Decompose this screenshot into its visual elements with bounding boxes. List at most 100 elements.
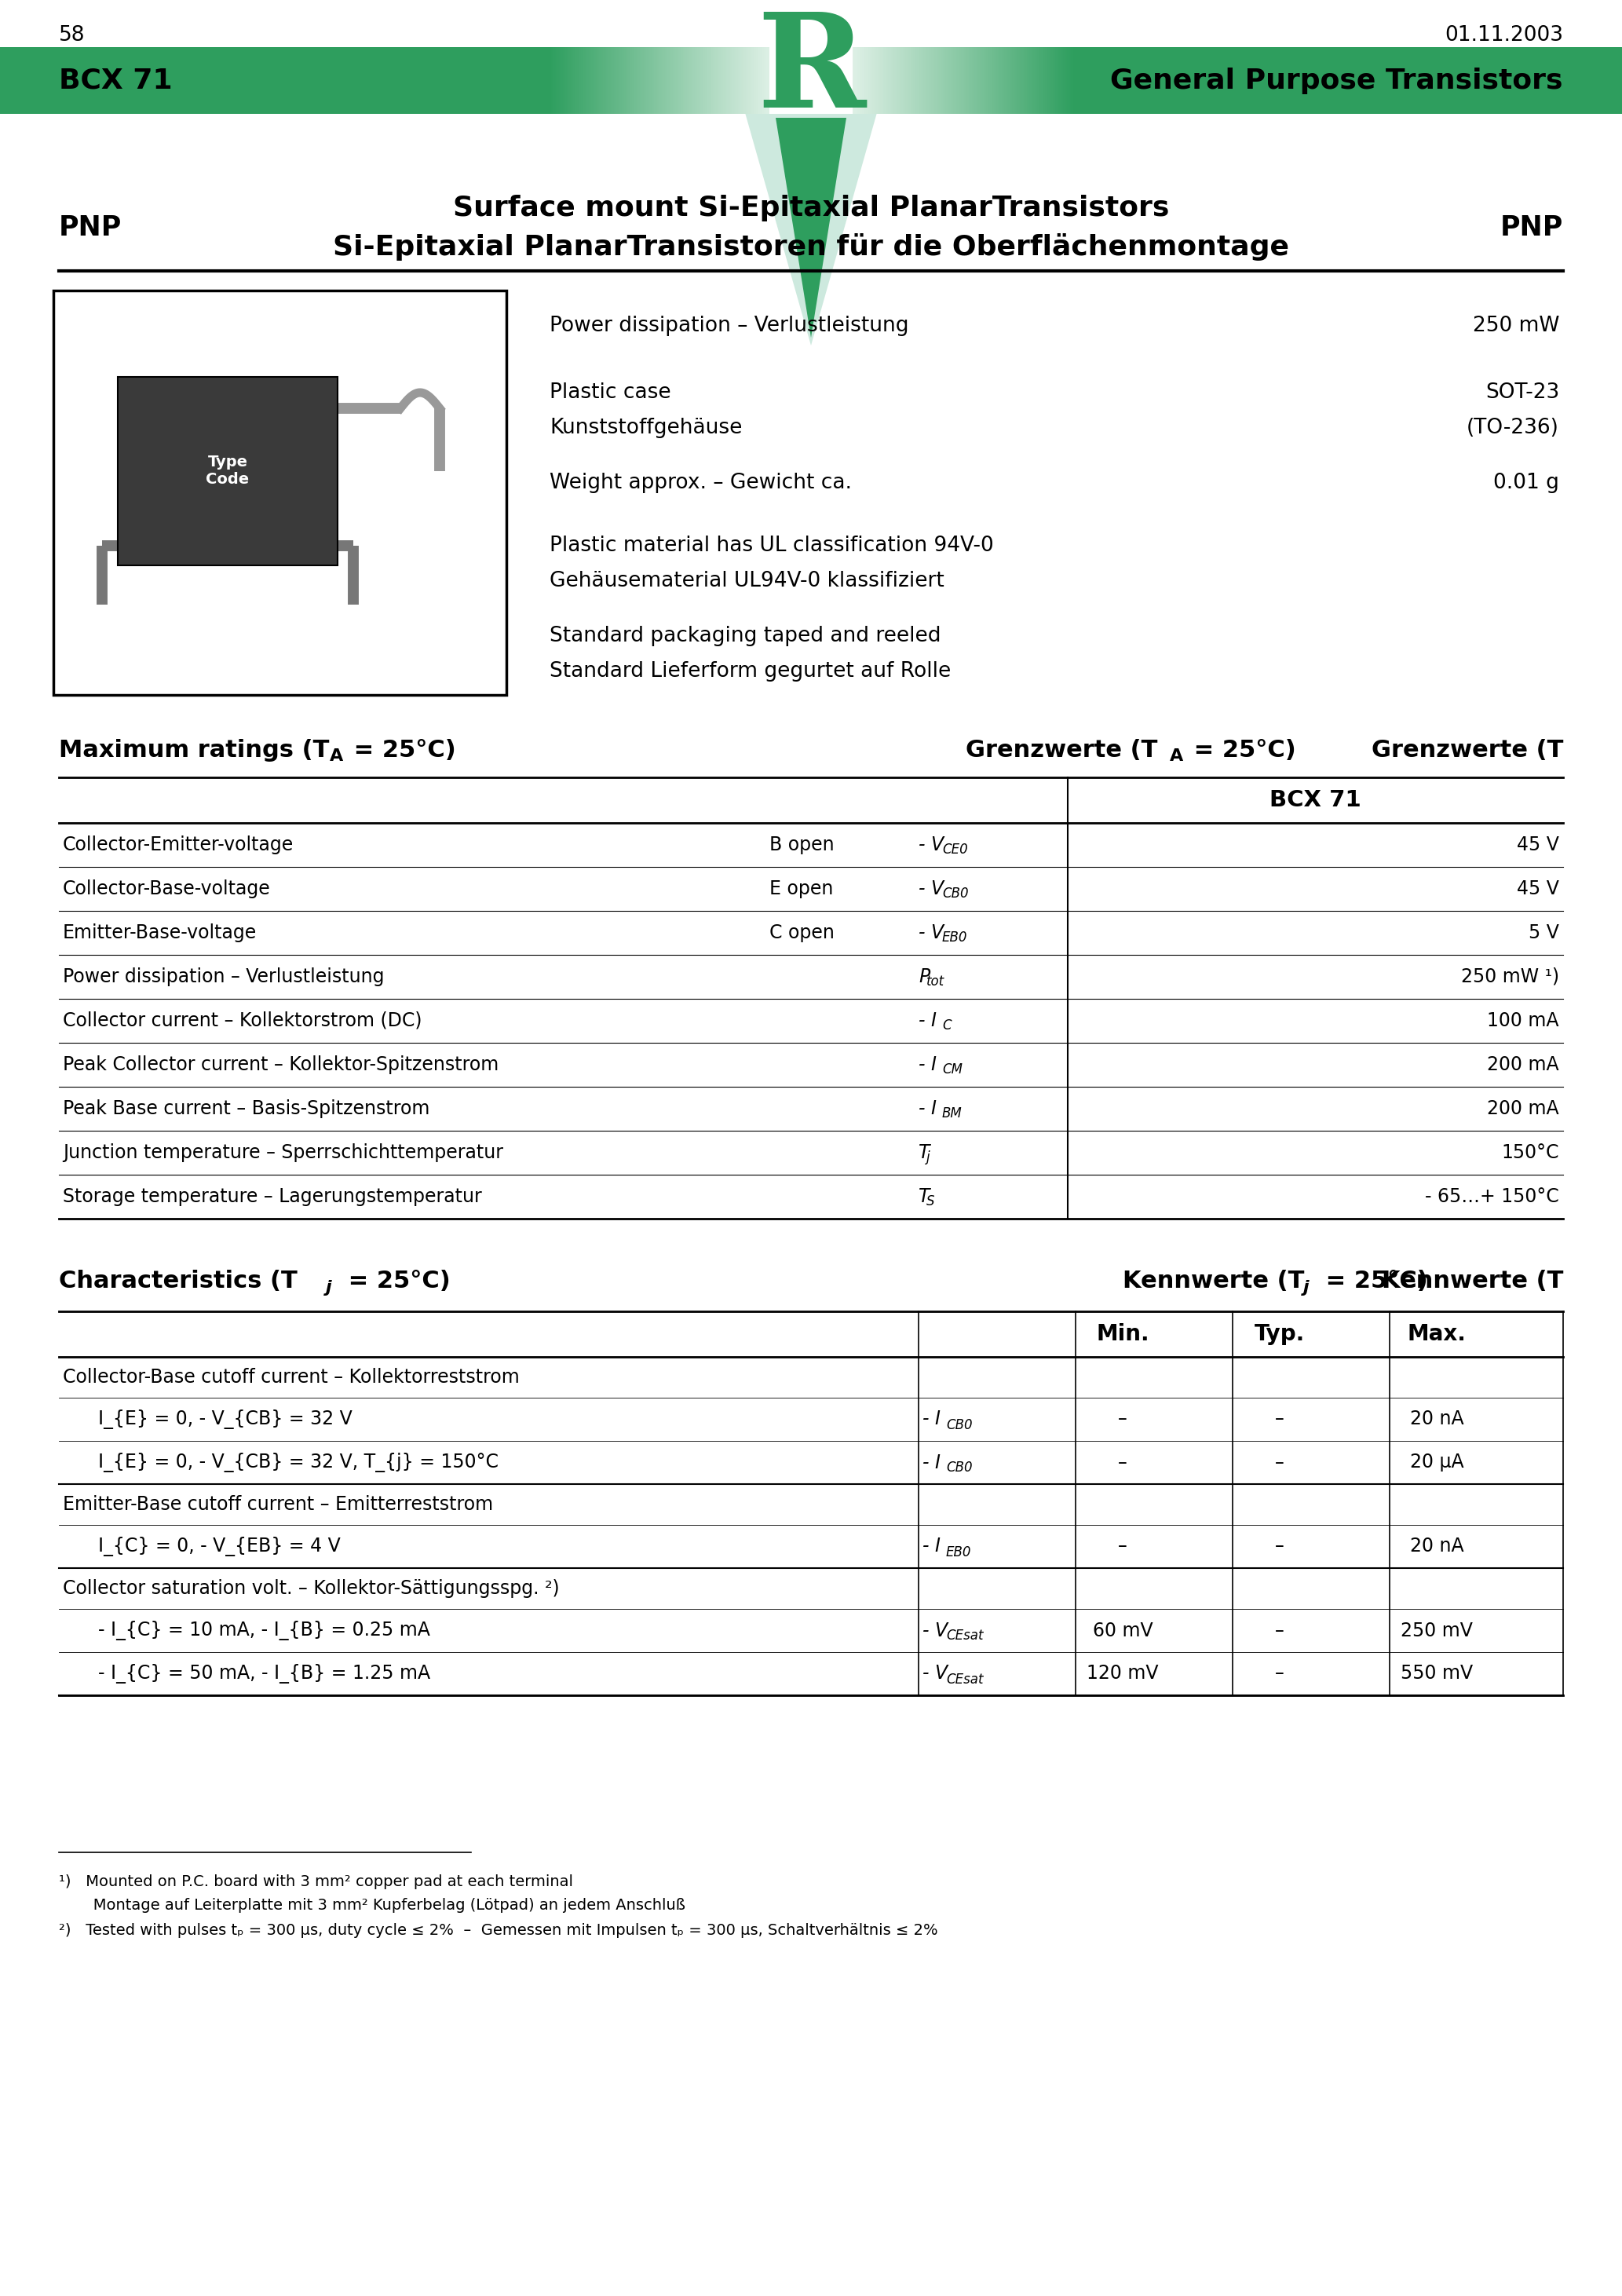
Bar xyxy=(1006,48,1007,115)
Bar xyxy=(968,48,970,115)
Bar xyxy=(730,48,732,115)
Bar xyxy=(1002,48,1006,115)
Bar xyxy=(942,48,946,115)
Bar xyxy=(563,48,564,115)
Bar xyxy=(589,48,590,115)
Bar xyxy=(941,48,942,115)
Text: 150°C: 150°C xyxy=(1502,1143,1559,1162)
Bar xyxy=(830,48,832,115)
Bar xyxy=(608,48,610,115)
Bar xyxy=(920,48,921,115)
Bar xyxy=(725,48,727,115)
Bar xyxy=(817,48,819,115)
Bar xyxy=(1019,48,1020,115)
Text: CB0: CB0 xyxy=(942,886,968,900)
Bar xyxy=(1071,48,1074,115)
Bar xyxy=(855,48,858,115)
Text: CE0: CE0 xyxy=(942,843,968,856)
Bar xyxy=(1072,48,1622,115)
Text: BM: BM xyxy=(942,1107,962,1120)
Bar xyxy=(1071,48,1072,115)
Bar xyxy=(587,48,589,115)
Bar xyxy=(767,48,769,115)
Bar xyxy=(720,48,722,115)
Text: Grenzwerte (T: Grenzwerte (T xyxy=(1371,739,1564,762)
Bar xyxy=(646,48,649,115)
Bar xyxy=(1009,48,1011,115)
Bar xyxy=(1033,48,1035,115)
Bar xyxy=(633,48,634,115)
Text: 100 mA: 100 mA xyxy=(1487,1010,1559,1031)
Bar xyxy=(923,48,926,115)
Bar xyxy=(1059,48,1061,115)
Bar xyxy=(1022,48,1023,115)
Bar xyxy=(845,48,847,115)
Bar xyxy=(620,48,621,115)
Text: Peak Base current – Basis-Spitzenstrom: Peak Base current – Basis-Spitzenstrom xyxy=(63,1100,430,1118)
Text: PNP: PNP xyxy=(58,214,122,241)
Bar xyxy=(634,48,636,115)
Bar xyxy=(973,48,975,115)
Bar xyxy=(886,48,887,115)
Bar xyxy=(586,48,589,115)
Text: –: – xyxy=(1275,1536,1285,1557)
Bar xyxy=(650,48,652,115)
Bar xyxy=(571,48,573,115)
Bar xyxy=(1049,48,1051,115)
Bar xyxy=(749,48,751,115)
Bar xyxy=(560,48,563,115)
Bar xyxy=(684,48,686,115)
Bar xyxy=(665,48,667,115)
Bar xyxy=(577,48,579,115)
Bar xyxy=(957,48,960,115)
Bar xyxy=(878,48,879,115)
Bar xyxy=(586,48,587,115)
Text: 60 mV: 60 mV xyxy=(1093,1621,1153,1639)
Text: 0.01 g: 0.01 g xyxy=(1494,473,1559,494)
Bar xyxy=(803,48,805,115)
Bar xyxy=(762,48,764,115)
Bar xyxy=(780,48,783,115)
Bar xyxy=(631,48,633,115)
Bar xyxy=(663,48,665,115)
Bar xyxy=(766,48,767,115)
Text: - I: - I xyxy=(923,1536,941,1557)
Bar xyxy=(709,48,710,115)
Bar xyxy=(861,48,863,115)
Text: 120 mV: 120 mV xyxy=(1087,1665,1158,1683)
Bar xyxy=(902,48,903,115)
Bar xyxy=(848,48,850,115)
Bar xyxy=(688,48,691,115)
Bar xyxy=(933,48,934,115)
Bar xyxy=(607,48,610,115)
Bar xyxy=(1040,48,1041,115)
Bar xyxy=(675,48,676,115)
Bar xyxy=(615,48,616,115)
Bar xyxy=(912,48,913,115)
Polygon shape xyxy=(744,110,878,344)
Text: 250 mV: 250 mV xyxy=(1401,1621,1473,1639)
Bar xyxy=(899,48,900,115)
Bar xyxy=(827,48,829,115)
Bar xyxy=(879,48,881,115)
Bar xyxy=(981,48,983,115)
Bar xyxy=(824,48,826,115)
Bar xyxy=(602,48,603,115)
Bar xyxy=(999,48,1001,115)
Bar xyxy=(985,48,986,115)
Bar xyxy=(946,48,947,115)
Bar xyxy=(550,48,551,115)
Bar xyxy=(954,48,955,115)
Text: CB0: CB0 xyxy=(946,1460,973,1474)
Text: - I_{C} = 10 mA, - I_{B} = 0.25 mA: - I_{C} = 10 mA, - I_{B} = 0.25 mA xyxy=(99,1621,430,1639)
Bar xyxy=(983,48,986,115)
Text: 2: 2 xyxy=(349,608,358,622)
Bar xyxy=(769,48,853,115)
Bar xyxy=(931,48,933,115)
Text: - V: - V xyxy=(918,836,944,854)
Bar xyxy=(558,48,561,115)
Bar xyxy=(929,48,931,115)
Bar xyxy=(616,48,618,115)
Text: 3: 3 xyxy=(342,397,350,411)
Text: Collector-Base cutoff current – Kollektorreststrom: Collector-Base cutoff current – Kollekto… xyxy=(63,1368,519,1387)
